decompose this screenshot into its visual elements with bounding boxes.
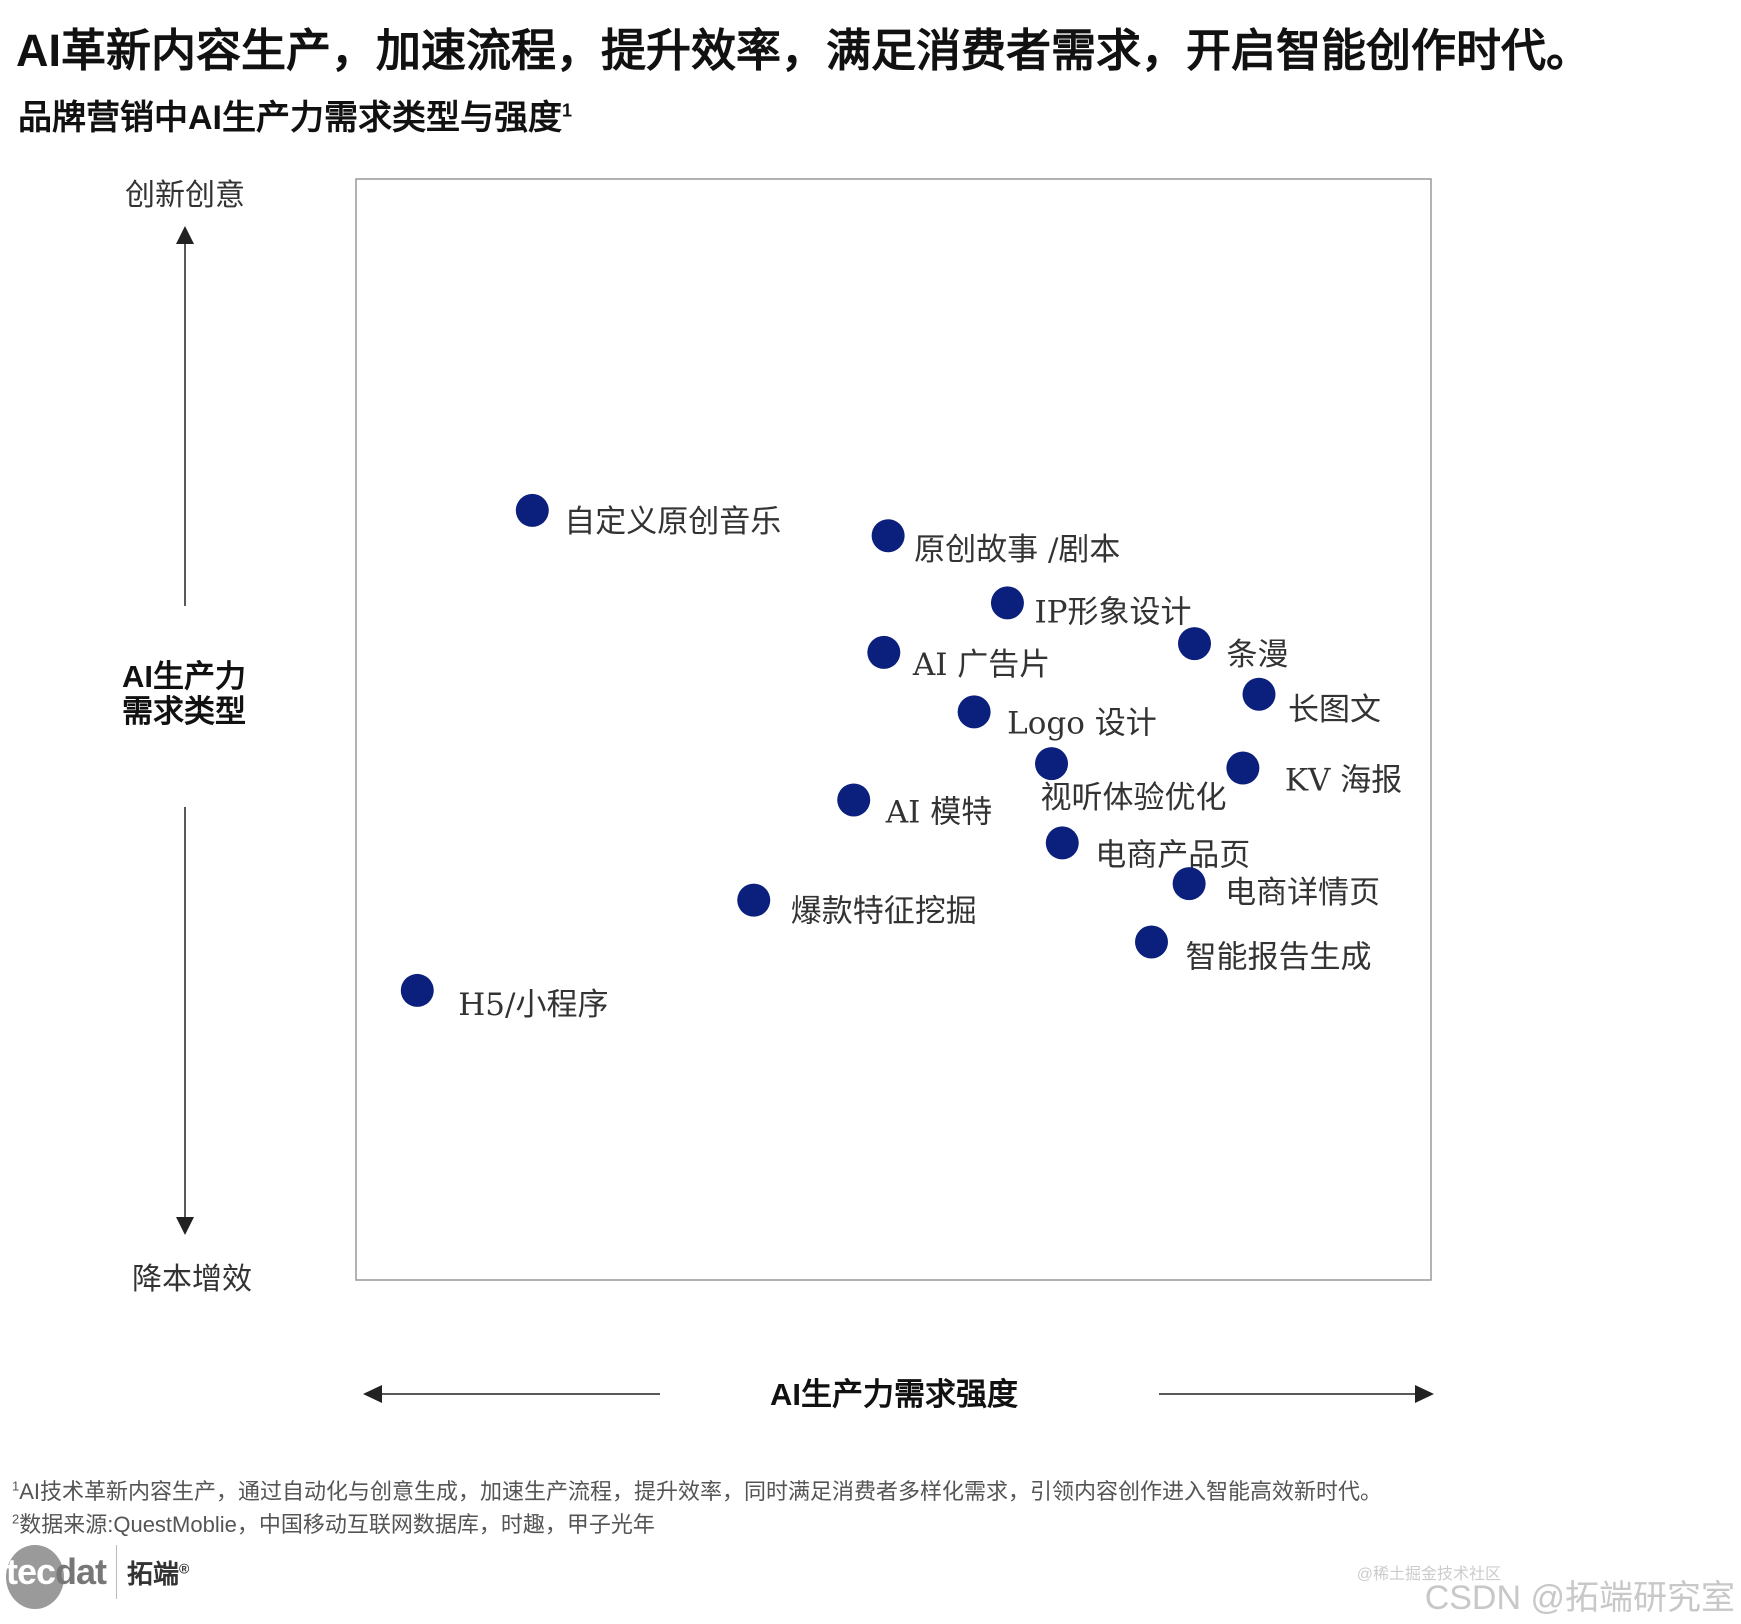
footnote-2-mark: 2 [12, 1511, 20, 1527]
data-point [1172, 867, 1206, 901]
subtitle-text: 品牌营销中AI生产力需求类型与强度 [18, 99, 562, 137]
data-point-label: 视听体验优化 [1041, 780, 1227, 816]
data-point-label: H5/小程序 [458, 987, 608, 1023]
data-point-label: 长图文 [1288, 692, 1381, 728]
y-axis-title-line2: 需求类型 [122, 694, 246, 729]
watermark-small: @稀土掘金技术社区 [1356, 1566, 1501, 1583]
logo-divider [116, 1545, 118, 1599]
data-point-label: 条漫 [1227, 637, 1289, 673]
subtitle-footnote-mark: 1 [562, 100, 573, 121]
logo-wordmark: tecdat [6, 1551, 107, 1593]
plot-frame [355, 178, 1432, 1281]
y-axis-title: AI生产力 需求类型 [122, 659, 246, 729]
data-point-label: 自定义原创音乐 [564, 504, 781, 540]
data-point [1242, 677, 1276, 711]
logo-badge [6, 1545, 64, 1609]
footnote-2-text: 数据来源:QuestMoblie，中国移动互联网数据库，时趣，甲子光年 [19, 1512, 655, 1537]
data-point [990, 586, 1024, 620]
y-bottom-label: 降本增效 [132, 1262, 252, 1297]
logo-text-light: tec [6, 1551, 56, 1592]
y-axis-down-arrow [176, 807, 194, 1235]
data-point-label: 爆款特征挖掘 [791, 894, 977, 930]
data-point-label: KV 海报 [1285, 763, 1402, 799]
data-point [837, 783, 871, 817]
data-point [1045, 826, 1079, 860]
data-point-label: 电商详情页 [1225, 875, 1380, 911]
logo-text-dark: dat [55, 1551, 107, 1592]
data-point [871, 519, 905, 553]
data-point [1035, 747, 1069, 781]
y-axis-up-arrow [176, 226, 194, 606]
data-point-label: 原创故事 /剧本 [914, 532, 1120, 568]
footnote-2: 2数据来源:QuestMoblie，中国移动互联网数据库，时趣，甲子光年 [12, 1507, 655, 1539]
data-point-label: AI 广告片 [912, 647, 1050, 683]
data-point [400, 973, 434, 1007]
data-point [957, 695, 991, 729]
logo-cn: 拓端® [127, 1554, 189, 1591]
logo-registered: ® [179, 1559, 190, 1576]
x-axis-title: AI生产力需求强度 [770, 1377, 1018, 1412]
footnote-1-mark: 1 [12, 1478, 20, 1494]
footnote-1-text: AI技术革新内容生产，通过自动化与创意生成，加速生产流程，提升效率，同时满足消费… [19, 1479, 1383, 1504]
data-point-label: AI 模特 [885, 794, 993, 830]
data-point [1135, 925, 1168, 959]
logo-cn-text: 拓端 [127, 1558, 180, 1589]
data-point-label: 电商产品页 [1095, 837, 1250, 873]
chart-subtitle: 品牌营销中AI生产力需求类型与强度1 [18, 90, 572, 139]
tecdat-logo: tecdat 拓端® [6, 1545, 189, 1609]
data-point [867, 635, 901, 669]
data-point-label: 智能报告生成 [1186, 939, 1372, 975]
data-point [1178, 627, 1211, 661]
watermark: CSDN @拓端研究室 [1424, 1579, 1735, 1617]
data-point [515, 493, 549, 527]
x-axis-right-arrow [1159, 1385, 1434, 1403]
data-point-label: Logo 设计 [1007, 705, 1157, 741]
x-axis-left-arrow [363, 1385, 660, 1403]
data-point [737, 883, 771, 917]
data-point [1226, 751, 1260, 785]
data-point-label: IP形象设计 [1034, 594, 1191, 630]
page-title: AI革新内容生产，加速流程，提升效率，满足消费者需求，开启智能创作时代。 [16, 25, 1592, 76]
footnote-1: 1AI技术革新内容生产，通过自动化与创意生成，加速生产流程，提升效率，同时满足消… [12, 1474, 1382, 1506]
y-top-label: 创新创意 [125, 178, 245, 213]
y-axis-title-line1: AI生产力 [122, 659, 246, 694]
